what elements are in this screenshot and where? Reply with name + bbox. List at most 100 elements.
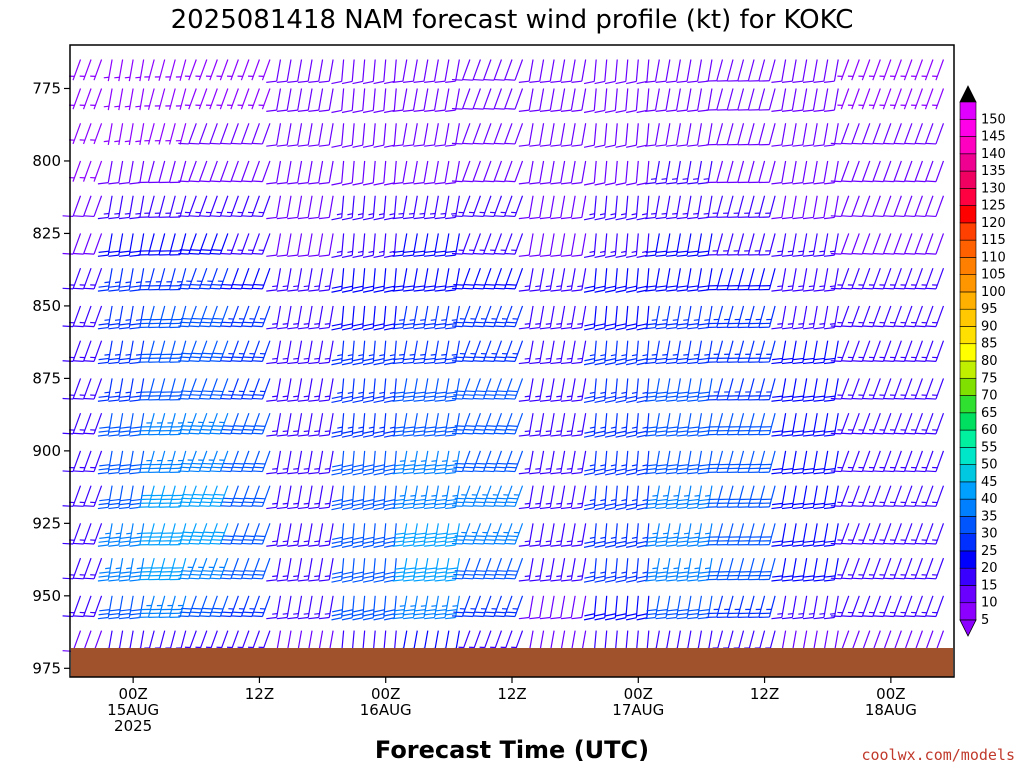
- barb-feather: [699, 391, 710, 394]
- wind-barb: [403, 485, 418, 510]
- barb-feather: [287, 471, 298, 475]
- barb-feather: [209, 325, 221, 328]
- barb-feather: [594, 613, 606, 617]
- barb-feather: [594, 506, 605, 511]
- barb-staff: [219, 412, 229, 435]
- wind-barb: [159, 595, 176, 618]
- barb-feather: [384, 613, 395, 617]
- wind-barb: [792, 160, 808, 185]
- wind-barb: [108, 340, 124, 365]
- barb-half-feather: [410, 460, 416, 462]
- barb-feather: [276, 216, 288, 220]
- wind-barb: [276, 59, 292, 83]
- barb-feather: [688, 426, 700, 429]
- barb-staff: [188, 233, 197, 255]
- wind-barb: [666, 413, 681, 437]
- barb-feather: [342, 540, 353, 544]
- barb-feather: [253, 283, 264, 286]
- wind-barb: [758, 340, 776, 363]
- wind-barb: [615, 305, 629, 331]
- wind-barb: [604, 88, 618, 114]
- wind-barb: [230, 412, 250, 435]
- wind-barb: [188, 595, 208, 618]
- barb-staff: [581, 88, 587, 111]
- wind-barb: [451, 88, 471, 110]
- barb-feather: [792, 326, 803, 330]
- barb-feather: [373, 327, 384, 331]
- wind-barb: [220, 195, 239, 218]
- wind-barb: [118, 268, 134, 292]
- barb-feather: [604, 254, 616, 259]
- wind-barb: [226, 88, 239, 110]
- barb-feather: [341, 579, 353, 583]
- wind-barb: [114, 88, 124, 111]
- barb-half-feather: [621, 464, 627, 467]
- barb-feather: [253, 321, 264, 324]
- barb-feather: [332, 499, 343, 503]
- wind-barb: [560, 378, 576, 402]
- barb-feather: [287, 144, 298, 147]
- barb-staff: [188, 123, 197, 145]
- barb-feather: [393, 395, 404, 398]
- barb-feather: [393, 464, 405, 467]
- barb-feather: [698, 357, 709, 361]
- barb-feather: [771, 361, 782, 365]
- barb-staff: [261, 523, 271, 545]
- barb-feather: [403, 616, 414, 620]
- wind-barb: [424, 378, 439, 402]
- barb-feather: [445, 540, 457, 543]
- barb-staff: [472, 160, 481, 182]
- wind-barb: [287, 88, 303, 112]
- barb-half-feather: [431, 494, 437, 497]
- wind-barb: [318, 485, 334, 510]
- wind-barb: [727, 233, 745, 256]
- barb-staff: [635, 268, 639, 291]
- wind-barb: [69, 59, 82, 81]
- wind-barb: [781, 485, 797, 510]
- wind-barb: [737, 123, 755, 146]
- wind-barb: [666, 378, 681, 402]
- barb-half-feather: [577, 430, 583, 433]
- barb-feather: [698, 502, 709, 506]
- barb-feather: [98, 575, 110, 578]
- barb-feather: [792, 434, 803, 437]
- barb-feather: [425, 426, 436, 429]
- barb-staff: [593, 450, 597, 473]
- barb-staff: [341, 160, 345, 183]
- barb-staff: [351, 195, 355, 218]
- wind-barb: [518, 59, 534, 83]
- wind-barb: [220, 485, 239, 507]
- barb-half-feather: [621, 499, 627, 502]
- barb-staff: [297, 523, 303, 546]
- wind-barb: [138, 595, 155, 618]
- barb-feather: [190, 356, 201, 359]
- wind-barb: [331, 268, 345, 293]
- wind-barb: [276, 595, 292, 620]
- wind-barb: [737, 233, 755, 256]
- barb-feather: [403, 430, 415, 433]
- barb-feather: [374, 499, 385, 503]
- wind-barb: [297, 305, 313, 330]
- barb-feather: [636, 544, 648, 548]
- barb-staff: [168, 88, 176, 110]
- barb-half-feather: [293, 468, 299, 470]
- barb-feather: [594, 109, 605, 114]
- barb-feather: [792, 399, 803, 402]
- barb-staff: [482, 268, 492, 290]
- barb-feather: [392, 182, 404, 185]
- barb-feather: [297, 80, 309, 83]
- wind-barb: [781, 340, 797, 365]
- barb-staff: [393, 195, 397, 218]
- barb-feather: [615, 544, 626, 548]
- barb-feather: [118, 216, 130, 220]
- barb-feather: [331, 323, 343, 327]
- barb-feather: [434, 289, 446, 292]
- barb-staff: [503, 59, 513, 81]
- barb-feather: [645, 544, 656, 547]
- barb-staff: [503, 305, 513, 327]
- barb-half-feather: [620, 213, 627, 216]
- barb-feather: [445, 612, 457, 616]
- wind-barb: [583, 523, 597, 548]
- barb-feather: [447, 532, 458, 536]
- barb-staff: [286, 558, 292, 580]
